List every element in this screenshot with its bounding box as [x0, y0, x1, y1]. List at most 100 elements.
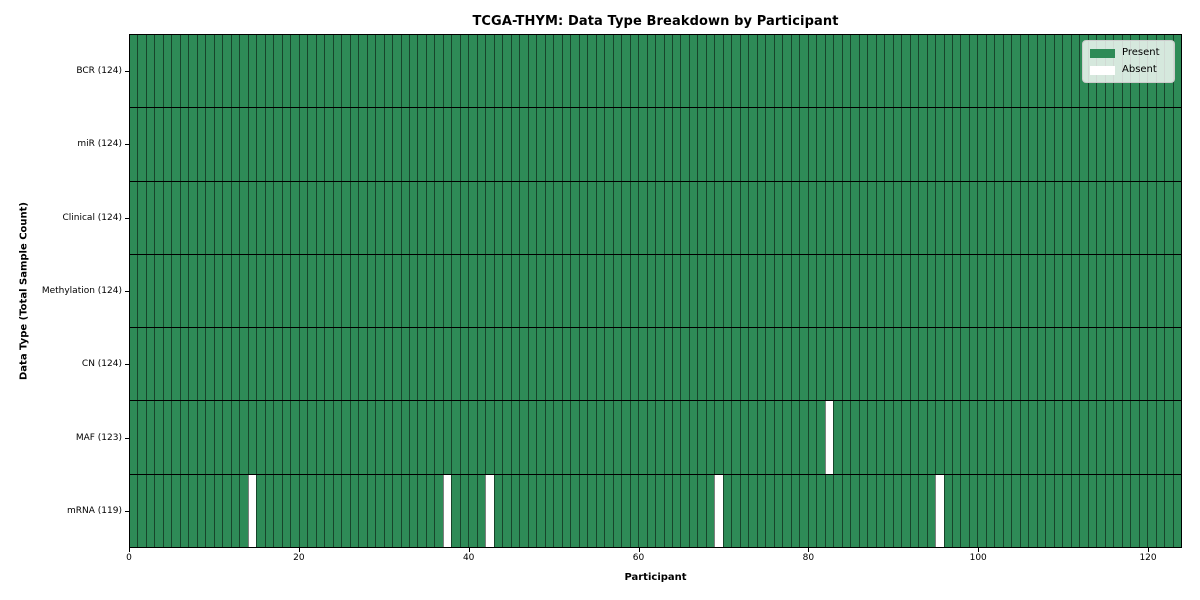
- heatmap-cell: [833, 328, 842, 401]
- heatmap-cell: [1155, 401, 1165, 474]
- heatmap-cell: [196, 474, 206, 547]
- y-tick-mark: [125, 291, 129, 292]
- heatmap-cell: [145, 401, 155, 474]
- x-tick-label: 80: [802, 553, 815, 563]
- heatmap-cell: [901, 254, 910, 328]
- heatmap-cell: [807, 328, 817, 401]
- heatmap-cell: [790, 254, 800, 328]
- heatmap-row: [130, 181, 1181, 255]
- heatmap-cell: [366, 401, 376, 474]
- heatmap-cell: [392, 401, 401, 474]
- heatmap-cell: [833, 474, 842, 547]
- y-tick-mark: [125, 511, 129, 513]
- heatmap-cell: [451, 35, 460, 108]
- heatmap-cell: [799, 328, 808, 401]
- heatmap-cell: [841, 401, 851, 474]
- heatmap-cell: [587, 254, 596, 328]
- heatmap-cell: [332, 474, 342, 547]
- heatmap-cell: [307, 328, 316, 401]
- heatmap-cell: [290, 35, 299, 108]
- heatmap-cell: [324, 181, 333, 254]
- heatmap-cell: [824, 474, 834, 547]
- heatmap-cell: [1155, 328, 1165, 401]
- heatmap-cell: [570, 254, 579, 328]
- heatmap-cell: [485, 401, 494, 474]
- heatmap-cell: [1019, 35, 1029, 108]
- heatmap-cell: [790, 474, 800, 547]
- heatmap-cell: [587, 474, 596, 547]
- heatmap-cell: [968, 254, 978, 328]
- heatmap-cell: [281, 401, 291, 474]
- heatmap-cell: [476, 254, 486, 328]
- heatmap-cell: [400, 401, 409, 474]
- heatmap-cell: [1019, 401, 1029, 474]
- heatmap-cell: [1028, 401, 1037, 474]
- heatmap-cell: [646, 328, 656, 401]
- x-tick-label: 100: [969, 553, 987, 563]
- heatmap-cell: [697, 254, 706, 328]
- heatmap-cell: [688, 35, 698, 108]
- heatmap-cell: [909, 474, 919, 547]
- heatmap-cell: [179, 474, 189, 547]
- heatmap-cell: [790, 108, 800, 181]
- heatmap-cell: [1079, 401, 1088, 474]
- heatmap-cell: [281, 474, 291, 547]
- heatmap-cell: [739, 35, 749, 108]
- heatmap-cell: [196, 254, 206, 328]
- heatmap-cell: [485, 108, 494, 181]
- heatmap-cell: [824, 35, 834, 108]
- heatmap-cell: [1087, 254, 1097, 328]
- heatmap-cell: [714, 181, 723, 254]
- heatmap-cell: [1172, 181, 1181, 254]
- heatmap-cell: [638, 35, 647, 108]
- heatmap-cell: [638, 108, 647, 181]
- heatmap-cell: [1164, 328, 1173, 401]
- heatmap-cell: [918, 35, 927, 108]
- heatmap-cell: [1011, 254, 1020, 328]
- heatmap-cell: [162, 108, 172, 181]
- heatmap-cell: [841, 35, 851, 108]
- heatmap-cell: [1104, 108, 1114, 181]
- heatmap-cell: [493, 328, 503, 401]
- heatmap-cell: [179, 328, 189, 401]
- x-tick-label: 120: [1139, 553, 1157, 563]
- heatmap-cell: [705, 254, 715, 328]
- heatmap-cell: [841, 181, 851, 254]
- heatmap-cell: [884, 474, 893, 547]
- heatmap-cell: [205, 401, 214, 474]
- heatmap-cell: [705, 181, 715, 254]
- heatmap-cell: [451, 328, 460, 401]
- heatmap-cell: [1079, 328, 1088, 401]
- heatmap-cell: [604, 35, 613, 108]
- heatmap-cell: [519, 35, 528, 108]
- heatmap-cell: [638, 254, 647, 328]
- heatmap-cell: [960, 401, 969, 474]
- heatmap-cell: [154, 328, 163, 401]
- heatmap-cell: [850, 108, 859, 181]
- heatmap-cell: [570, 181, 579, 254]
- heatmap-cell: [332, 328, 342, 401]
- heatmap-cell: [1019, 254, 1029, 328]
- heatmap-cell: [892, 328, 902, 401]
- heatmap-cell: [1019, 108, 1029, 181]
- heatmap-cell: [570, 328, 579, 401]
- heatmap-cell: [358, 401, 367, 474]
- heatmap-cell: [162, 401, 172, 474]
- heatmap-cell: [680, 108, 689, 181]
- heatmap-cell: [298, 401, 308, 474]
- heatmap-cell: [1062, 35, 1071, 108]
- heatmap-cell: [544, 328, 554, 401]
- heatmap-cell: [646, 108, 656, 181]
- heatmap-cell: [1155, 254, 1165, 328]
- heatmap-cell: [807, 35, 817, 108]
- heatmap-cell: [179, 401, 189, 474]
- heatmap-cell: [358, 328, 367, 401]
- heatmap-cell: [400, 108, 409, 181]
- heatmap-cell: [417, 474, 426, 547]
- heatmap-cell: [375, 328, 384, 401]
- heatmap-cell: [714, 328, 723, 401]
- heatmap-cell: [951, 328, 961, 401]
- heatmap-cell: [1155, 181, 1165, 254]
- heatmap-cell: [1087, 401, 1097, 474]
